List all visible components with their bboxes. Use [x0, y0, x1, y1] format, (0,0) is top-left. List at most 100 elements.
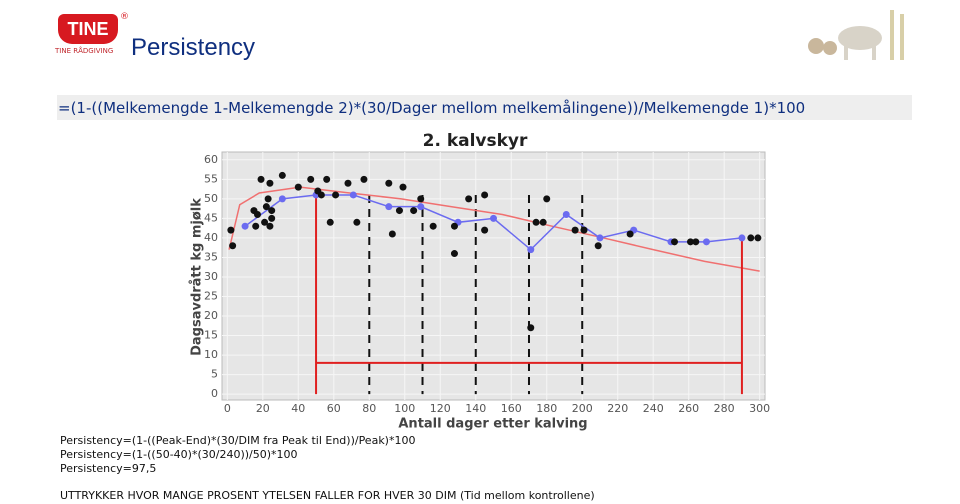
data-point	[353, 218, 361, 226]
y-tick-label: 5	[211, 368, 218, 381]
data-point	[754, 234, 762, 242]
y-tick-label: 25	[204, 290, 218, 303]
data-point	[266, 179, 274, 187]
data-point	[527, 324, 535, 332]
x-axis-label: Antall dager etter kalving	[398, 417, 587, 432]
x-tick-label: 160	[501, 402, 522, 415]
note: Persistency=(1-((Peak-End)*(30/DIM fra P…	[60, 434, 416, 447]
data-point	[317, 191, 325, 199]
data-point	[429, 222, 437, 230]
data-point	[450, 250, 458, 258]
data-point	[465, 195, 473, 203]
note: Persistency=97,5	[60, 462, 157, 475]
profile-point	[417, 203, 425, 211]
data-point	[253, 210, 261, 218]
chart-title: 2. kalvskyr	[423, 131, 528, 151]
x-tick-label: 260	[678, 402, 699, 415]
title: Persistency	[131, 34, 256, 61]
data-point	[266, 222, 274, 230]
data-point	[747, 234, 755, 242]
profile-point	[241, 222, 249, 230]
data-point	[671, 238, 678, 246]
logo-mark: ®	[120, 12, 129, 22]
y-tick-label: 55	[204, 172, 218, 185]
data-point	[481, 226, 489, 234]
y-tick-label: 40	[204, 231, 218, 244]
data-point	[388, 230, 396, 238]
x-tick-label: 220	[607, 402, 628, 415]
profile-point	[738, 234, 746, 242]
x-tick-label: 80	[362, 402, 376, 415]
formula-bar	[57, 95, 912, 120]
icons	[808, 10, 904, 60]
data-point	[344, 179, 352, 187]
x-tick-label: 0	[224, 402, 231, 415]
data-point	[262, 203, 270, 211]
x-tick-label: 300	[749, 402, 770, 415]
x-tick-label: 60	[327, 402, 341, 415]
data-point	[481, 191, 489, 199]
y-tick-label: 60	[204, 153, 218, 166]
data-point	[278, 171, 286, 179]
data-point	[323, 175, 331, 183]
x-tick-label: 200	[572, 402, 593, 415]
x-tick-label: 120	[430, 402, 451, 415]
data-point	[571, 226, 579, 234]
profile-point	[527, 246, 535, 254]
data-point	[294, 183, 302, 191]
plot-area	[221, 151, 766, 401]
fitted-curve	[228, 186, 760, 272]
data-point	[594, 242, 602, 250]
notes: Persistency=(1-((Peak-End)*(30/DIM fra P…	[60, 434, 415, 476]
data-point	[268, 207, 276, 215]
data-point	[332, 191, 340, 199]
x-tick-label: 240	[643, 402, 664, 415]
x-tick-label: 100	[394, 402, 415, 415]
data-point	[257, 175, 265, 183]
data-point	[227, 226, 235, 234]
data-point	[450, 222, 458, 230]
data-point	[385, 179, 393, 187]
logo-sub: TINE RÅDGIVING	[55, 47, 114, 55]
profile-point	[596, 234, 604, 242]
data-point	[252, 222, 260, 230]
profile-point	[562, 210, 570, 218]
peak-end-lines	[315, 194, 743, 395]
profile-point	[349, 191, 357, 199]
data-point	[686, 238, 694, 246]
data-point	[580, 226, 588, 234]
note: Persistency=(1-((50-40)*(30/240))/50)*10…	[60, 448, 298, 461]
x-tick-label: 180	[536, 402, 557, 415]
y-tick-label: 15	[204, 329, 218, 342]
data-point	[264, 195, 272, 203]
profile-point	[385, 203, 393, 211]
y-tick-label: 20	[204, 309, 218, 322]
x-tick-label: 140	[465, 402, 486, 415]
data-point	[539, 218, 547, 226]
data-point	[543, 195, 551, 203]
logo: TINE	[58, 14, 118, 44]
data-point	[307, 175, 315, 183]
y-axis-label: Dagsavdrått kg mjølk	[190, 198, 205, 356]
formula: =(1-((Melkemengde 1-Melkemengde 2)*(30/D…	[58, 99, 806, 117]
footer: UTTRYKKER HVOR MANGE PROSENT YTELSEN FAL…	[60, 489, 595, 502]
data-point	[417, 195, 425, 203]
chart: 2. kalvskyr Antall dager etter kalving D…	[190, 131, 771, 432]
y-tick-label: 50	[204, 192, 218, 205]
y-tick-label: 0	[211, 387, 218, 400]
profile-point	[278, 195, 286, 203]
x-tick-label: 40	[291, 402, 305, 415]
data-point	[395, 207, 403, 215]
data-point	[326, 218, 334, 226]
y-tick-label: 35	[204, 250, 218, 263]
data-point	[410, 207, 418, 215]
data-point	[360, 175, 368, 183]
data-point	[532, 218, 540, 226]
y-tick-label: 45	[204, 211, 218, 224]
logo-name: TINE	[67, 19, 109, 39]
data-point	[626, 230, 634, 238]
y-tick-label: 10	[204, 348, 218, 361]
data-point	[229, 242, 237, 250]
profile-point	[490, 214, 497, 222]
